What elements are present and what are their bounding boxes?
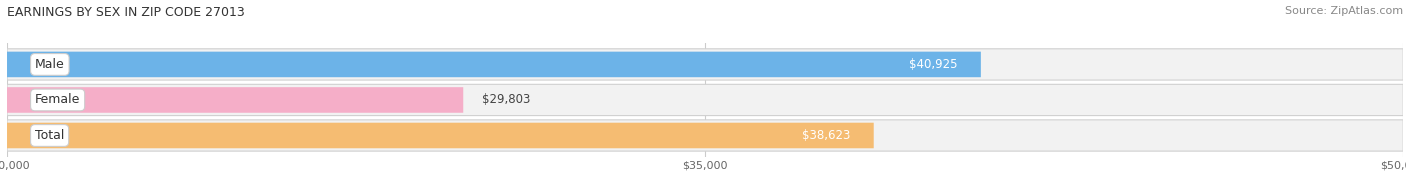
FancyBboxPatch shape — [7, 49, 1403, 80]
FancyBboxPatch shape — [7, 123, 873, 148]
Text: Female: Female — [35, 93, 80, 106]
Text: Source: ZipAtlas.com: Source: ZipAtlas.com — [1285, 6, 1403, 16]
FancyBboxPatch shape — [7, 87, 463, 113]
Text: $38,623: $38,623 — [801, 129, 851, 142]
FancyBboxPatch shape — [7, 120, 1403, 151]
Text: $40,925: $40,925 — [910, 58, 957, 71]
Text: Male: Male — [35, 58, 65, 71]
FancyBboxPatch shape — [7, 52, 981, 77]
Text: $29,803: $29,803 — [482, 93, 530, 106]
FancyBboxPatch shape — [7, 84, 1403, 116]
Text: Total: Total — [35, 129, 65, 142]
Text: EARNINGS BY SEX IN ZIP CODE 27013: EARNINGS BY SEX IN ZIP CODE 27013 — [7, 6, 245, 19]
